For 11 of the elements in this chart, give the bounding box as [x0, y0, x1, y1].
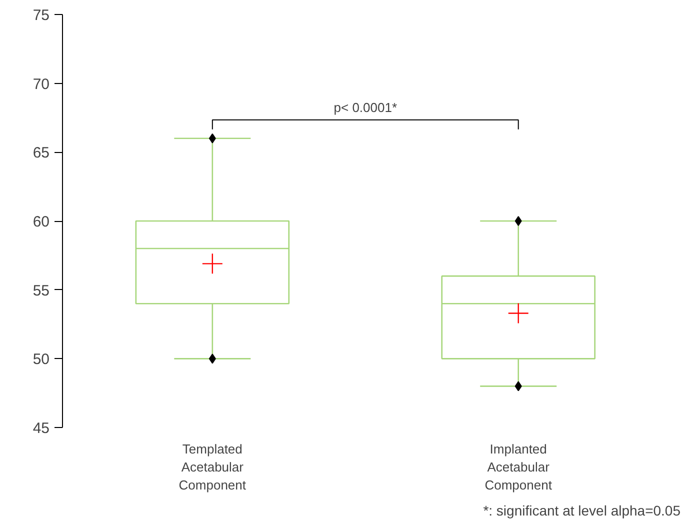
y-tick-label: 60 [32, 214, 50, 230]
y-tick-label: 55 [32, 282, 50, 300]
y-tick-label: 70 [32, 76, 50, 93]
y-tick-label: 45 [32, 420, 50, 437]
y-tick-label: 65 [32, 144, 50, 162]
x-tick-label: Templated Acetabular Component [178, 442, 246, 492]
x-tick-label: Implanted Acetabular Component [484, 442, 552, 492]
text: *: significant at level alpha=0.05 [483, 502, 681, 518]
y-tick-label: 50 [32, 351, 50, 368]
annotation: p< 0.0001* [334, 100, 398, 115]
y-tick-label: 75 [32, 7, 50, 24]
